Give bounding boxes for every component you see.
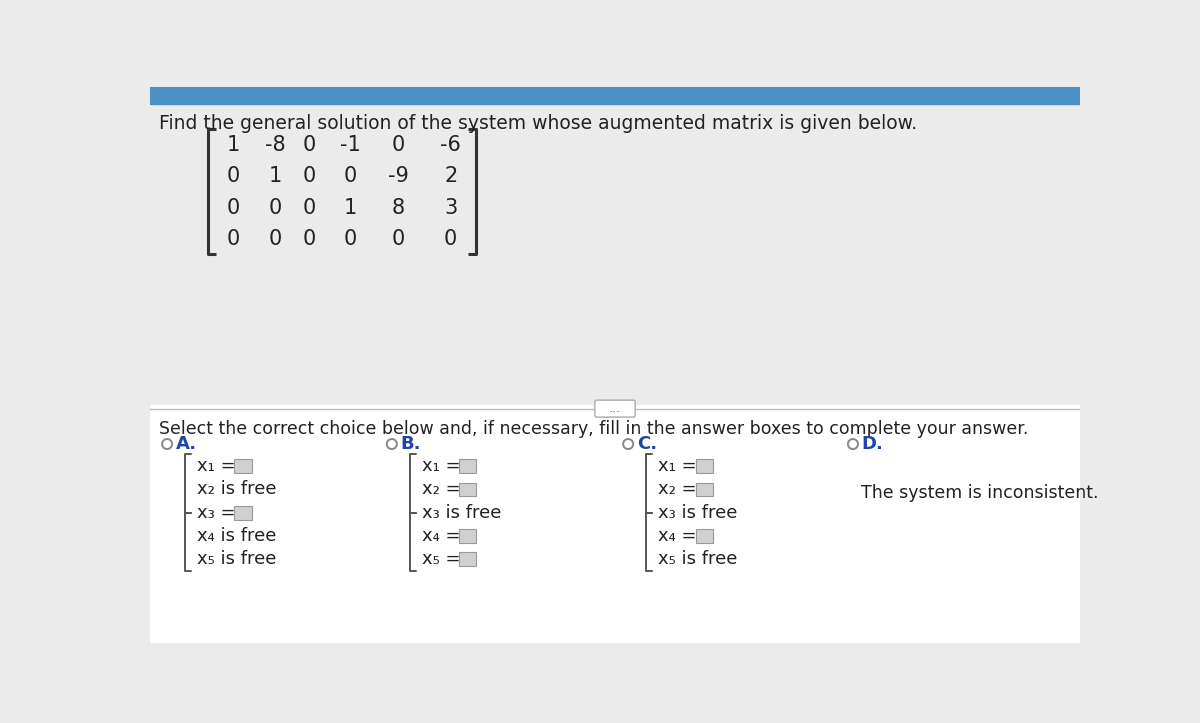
Text: B.: B. — [401, 435, 421, 453]
Bar — [150, 92, 1080, 405]
Text: x₄ =: x₄ = — [422, 526, 461, 544]
Text: x₁ =: x₁ = — [659, 458, 697, 475]
Text: 0: 0 — [227, 229, 240, 249]
Text: -8: -8 — [265, 134, 286, 155]
Text: 0: 0 — [302, 197, 316, 218]
Text: x₂ =: x₂ = — [422, 481, 461, 498]
Text: A.: A. — [175, 435, 197, 453]
Bar — [460, 529, 476, 542]
Text: x₂ is free: x₂ is free — [197, 481, 277, 498]
Text: 1: 1 — [343, 197, 356, 218]
Text: C.: C. — [637, 435, 656, 453]
Text: 0: 0 — [343, 166, 356, 186]
Text: x₃ is free: x₃ is free — [659, 504, 738, 521]
Text: 0: 0 — [269, 197, 282, 218]
Text: x₅ =: x₅ = — [422, 549, 461, 568]
Bar — [696, 529, 713, 542]
FancyBboxPatch shape — [595, 400, 635, 417]
Text: 0: 0 — [444, 229, 457, 249]
Text: 0: 0 — [227, 166, 240, 186]
Text: 0: 0 — [302, 166, 316, 186]
Bar — [696, 459, 713, 474]
Text: x₁ =: x₁ = — [422, 458, 461, 475]
Text: 0: 0 — [269, 229, 282, 249]
Text: 0: 0 — [302, 134, 316, 155]
Text: 0: 0 — [391, 229, 404, 249]
Text: x₄ is free: x₄ is free — [197, 526, 277, 544]
Text: x₅ is free: x₅ is free — [659, 549, 738, 568]
Text: x₁ =: x₁ = — [197, 458, 236, 475]
Text: Find the general solution of the system whose augmented matrix is given below.: Find the general solution of the system … — [160, 114, 918, 133]
Text: x₃ is free: x₃ is free — [422, 504, 502, 521]
Text: x₅ is free: x₅ is free — [197, 549, 277, 568]
Text: 0: 0 — [302, 229, 316, 249]
Bar — [150, 87, 1080, 104]
Text: 0: 0 — [391, 134, 404, 155]
Text: 2: 2 — [444, 166, 457, 186]
Text: 3: 3 — [444, 197, 457, 218]
Bar — [234, 505, 252, 520]
Bar — [150, 405, 1080, 643]
Text: 8: 8 — [391, 197, 404, 218]
Bar — [234, 459, 252, 474]
Text: ...: ... — [610, 402, 622, 415]
Text: x₃ =: x₃ = — [197, 504, 235, 521]
Text: Select the correct choice below and, if necessary, fill in the answer boxes to c: Select the correct choice below and, if … — [160, 420, 1028, 438]
Text: -9: -9 — [388, 166, 408, 186]
Bar — [460, 552, 476, 565]
Bar — [460, 459, 476, 474]
Text: 0: 0 — [343, 229, 356, 249]
Bar — [460, 482, 476, 497]
Text: 1: 1 — [227, 134, 240, 155]
Text: 1: 1 — [269, 166, 282, 186]
Text: The system is inconsistent.: The system is inconsistent. — [862, 484, 1099, 502]
Text: x₂ =: x₂ = — [659, 481, 697, 498]
Text: -1: -1 — [340, 134, 360, 155]
Text: D.: D. — [862, 435, 883, 453]
Text: -6: -6 — [440, 134, 461, 155]
Text: 0: 0 — [227, 197, 240, 218]
Bar — [696, 482, 713, 497]
Text: x₄ =: x₄ = — [659, 526, 697, 544]
